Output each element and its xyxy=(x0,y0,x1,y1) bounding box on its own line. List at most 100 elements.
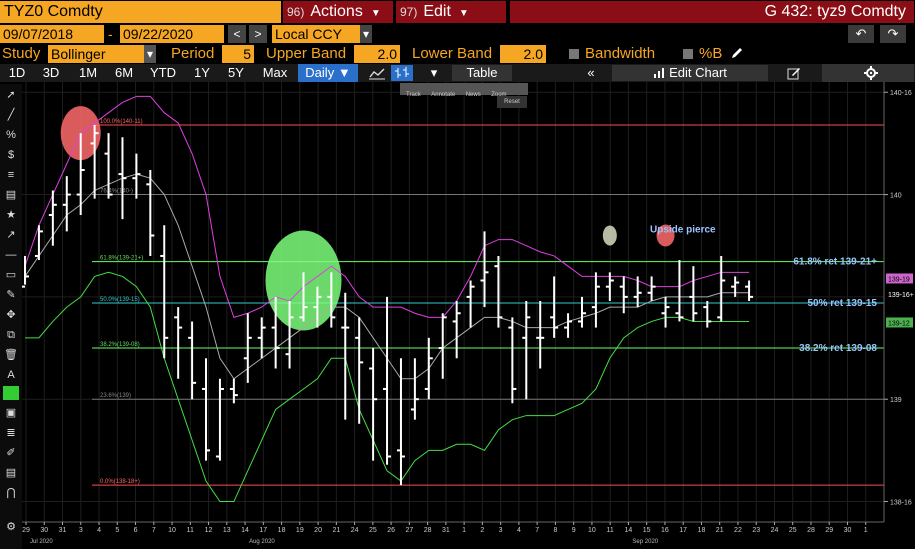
color-swatch[interactable] xyxy=(3,386,19,400)
fib-tool-icon[interactable]: ≡ xyxy=(7,169,15,181)
rectangle-tool-icon[interactable]: ▭ xyxy=(5,269,17,281)
style-icon[interactable]: ▣ xyxy=(5,407,17,419)
y-tick-label: 138-16 xyxy=(890,500,912,507)
undo-button[interactable]: ↶ xyxy=(848,25,874,43)
brush-icon[interactable]: ✐ xyxy=(6,447,16,459)
lower-band-input[interactable]: 2.0 xyxy=(500,45,546,63)
actions-label: Actions xyxy=(310,3,363,20)
tf-1m[interactable]: 1M xyxy=(78,65,98,80)
lock-icon[interactable]: ▤ xyxy=(5,467,17,479)
actions-fn: 96) xyxy=(287,5,305,19)
channel-tool-icon[interactable]: ▤ xyxy=(5,189,17,201)
caret-down-icon: ▼ xyxy=(370,8,381,19)
date-separator: - xyxy=(108,26,113,42)
percent-tool-icon[interactable]: % xyxy=(6,129,16,141)
next-range-button[interactable]: > xyxy=(249,25,267,43)
text-tool-icon[interactable]: A xyxy=(7,369,15,381)
bandwidth-checkbox[interactable] xyxy=(569,49,579,59)
period-label: Period xyxy=(171,45,215,62)
ticker-field[interactable]: TYZ0 Comdty xyxy=(0,1,281,23)
reset-button[interactable]: Reset xyxy=(497,96,527,108)
ohlc-bar-icon[interactable] xyxy=(391,65,413,81)
gear-icon[interactable] xyxy=(864,66,878,80)
x-tick-label: 14 xyxy=(625,527,633,534)
annotate-item[interactable]: Annotate xyxy=(431,92,456,98)
dollar-tool-icon[interactable]: $ xyxy=(7,149,15,161)
edit-menu[interactable]: 97) Edit ▼ xyxy=(396,1,506,23)
redo-button[interactable]: ↷ xyxy=(880,25,906,43)
x-tick-label: 21 xyxy=(716,527,724,534)
tf-3d[interactable]: 3D xyxy=(42,65,60,80)
currency-select[interactable]: Local CCY xyxy=(272,25,372,43)
edit-annotation-icon[interactable] xyxy=(787,66,801,80)
settings-gear-icon[interactable]: ⚙ xyxy=(6,521,16,533)
line-tool-icon[interactable]: ╱ xyxy=(7,109,15,121)
start-date-field[interactable]: 09/07/2018 xyxy=(0,25,104,43)
study-bar: Study Bollinger ▾ Period 5 Upper Band 2.… xyxy=(0,44,915,64)
x-tick-label: 4 xyxy=(517,527,521,534)
news-item[interactable]: News xyxy=(465,92,481,98)
x-tick-label: 16 xyxy=(661,527,669,534)
x-tick-label: 11 xyxy=(607,527,614,534)
caret-down-icon: ▼ xyxy=(337,65,351,80)
caret-down-icon: ▼ xyxy=(458,8,469,19)
frequency-select[interactable]: Daily ▼ xyxy=(298,64,358,82)
collapse-left-icon[interactable]: « xyxy=(580,65,602,81)
month-label: Jul 2020 xyxy=(30,539,53,545)
chart-type-dropdown-icon[interactable]: ▾ xyxy=(420,65,448,81)
x-tick-label: 2 xyxy=(480,527,484,534)
arrow-tool-icon[interactable]: ↗ xyxy=(6,229,16,241)
cursor-icon[interactable]: ➚ xyxy=(6,89,16,101)
pctb-checkbox[interactable] xyxy=(683,49,693,59)
move-icon[interactable]: ✥ xyxy=(6,309,16,321)
upper-band-label: Upper Band xyxy=(266,45,347,62)
study-dropdown-icon[interactable]: ▾ xyxy=(144,45,156,63)
copy-icon[interactable]: ⧉ xyxy=(7,329,15,341)
x-tick-label: 7 xyxy=(535,527,539,534)
horizontal-line-icon[interactable]: — xyxy=(5,249,17,261)
period-input[interactable]: 5 xyxy=(222,45,254,63)
x-tick-label: 28 xyxy=(807,527,815,534)
fib-level-label: 38.2%(139-08) xyxy=(100,342,140,348)
y-tick-label: 139 xyxy=(890,397,902,404)
x-tick-label: 24 xyxy=(351,527,359,534)
line-chart-icon[interactable] xyxy=(368,66,386,80)
x-tick-label: 18 xyxy=(278,527,286,534)
x-tick-label: 29 xyxy=(22,527,30,534)
zoom-item[interactable]: Zoom xyxy=(491,92,507,98)
delete-icon[interactable]: 🗑 xyxy=(4,349,18,361)
tf-1y[interactable]: 1Y xyxy=(194,65,210,80)
x-tick-label: 19 xyxy=(296,527,304,534)
table-button[interactable]: Table xyxy=(452,65,512,81)
prev-range-button[interactable]: < xyxy=(228,25,246,43)
right-axis-bg xyxy=(884,82,915,549)
tf-max[interactable]: Max xyxy=(262,65,288,80)
edit-chart-button[interactable]: Edit Chart xyxy=(612,65,768,81)
currency-dropdown-icon[interactable]: ▾ xyxy=(360,25,372,43)
tf-ytd[interactable]: YTD xyxy=(150,65,176,80)
line-width-icon[interactable]: ≣ xyxy=(6,427,16,439)
x-tick-label: 11 xyxy=(187,527,194,534)
pen-tool-icon[interactable]: ✎ xyxy=(6,289,16,301)
tf-5y[interactable]: 5Y xyxy=(228,65,244,80)
tf-1d[interactable]: 1D xyxy=(8,65,26,80)
x-tick-label: 3 xyxy=(499,527,503,534)
x-tick-label: 9 xyxy=(572,527,576,534)
fib-level-label: 0.0%(138-18+) xyxy=(100,479,140,485)
track-item[interactable]: Track xyxy=(406,92,421,98)
fib-level-label: 23.6%(139) xyxy=(100,393,131,399)
currency-label: Local CCY xyxy=(275,26,342,42)
pencil-icon[interactable] xyxy=(730,46,744,60)
magnet-icon[interactable]: ⋂ xyxy=(6,487,16,499)
x-tick-label: 24 xyxy=(771,527,779,534)
x-tick-label: 25 xyxy=(789,527,797,534)
tf-6m[interactable]: 6M xyxy=(114,65,134,80)
study-select[interactable]: Bollinger xyxy=(48,45,156,63)
upper-band-input[interactable]: 2.0 xyxy=(354,45,400,63)
end-date-field[interactable]: 09/22/2020 xyxy=(120,25,224,43)
favorites-icon[interactable]: ★ xyxy=(6,209,16,221)
fib-level-label: 76.4%(140-) xyxy=(100,189,133,195)
actions-menu[interactable]: 96) Actions ▼ xyxy=(283,1,393,23)
price-chart[interactable]: 100.0%(140-11) 76.4%(140-) 61.8%(139-21+) 5… xyxy=(22,82,915,549)
chart-annotation: 38.2% ret 139-08 xyxy=(799,343,877,354)
